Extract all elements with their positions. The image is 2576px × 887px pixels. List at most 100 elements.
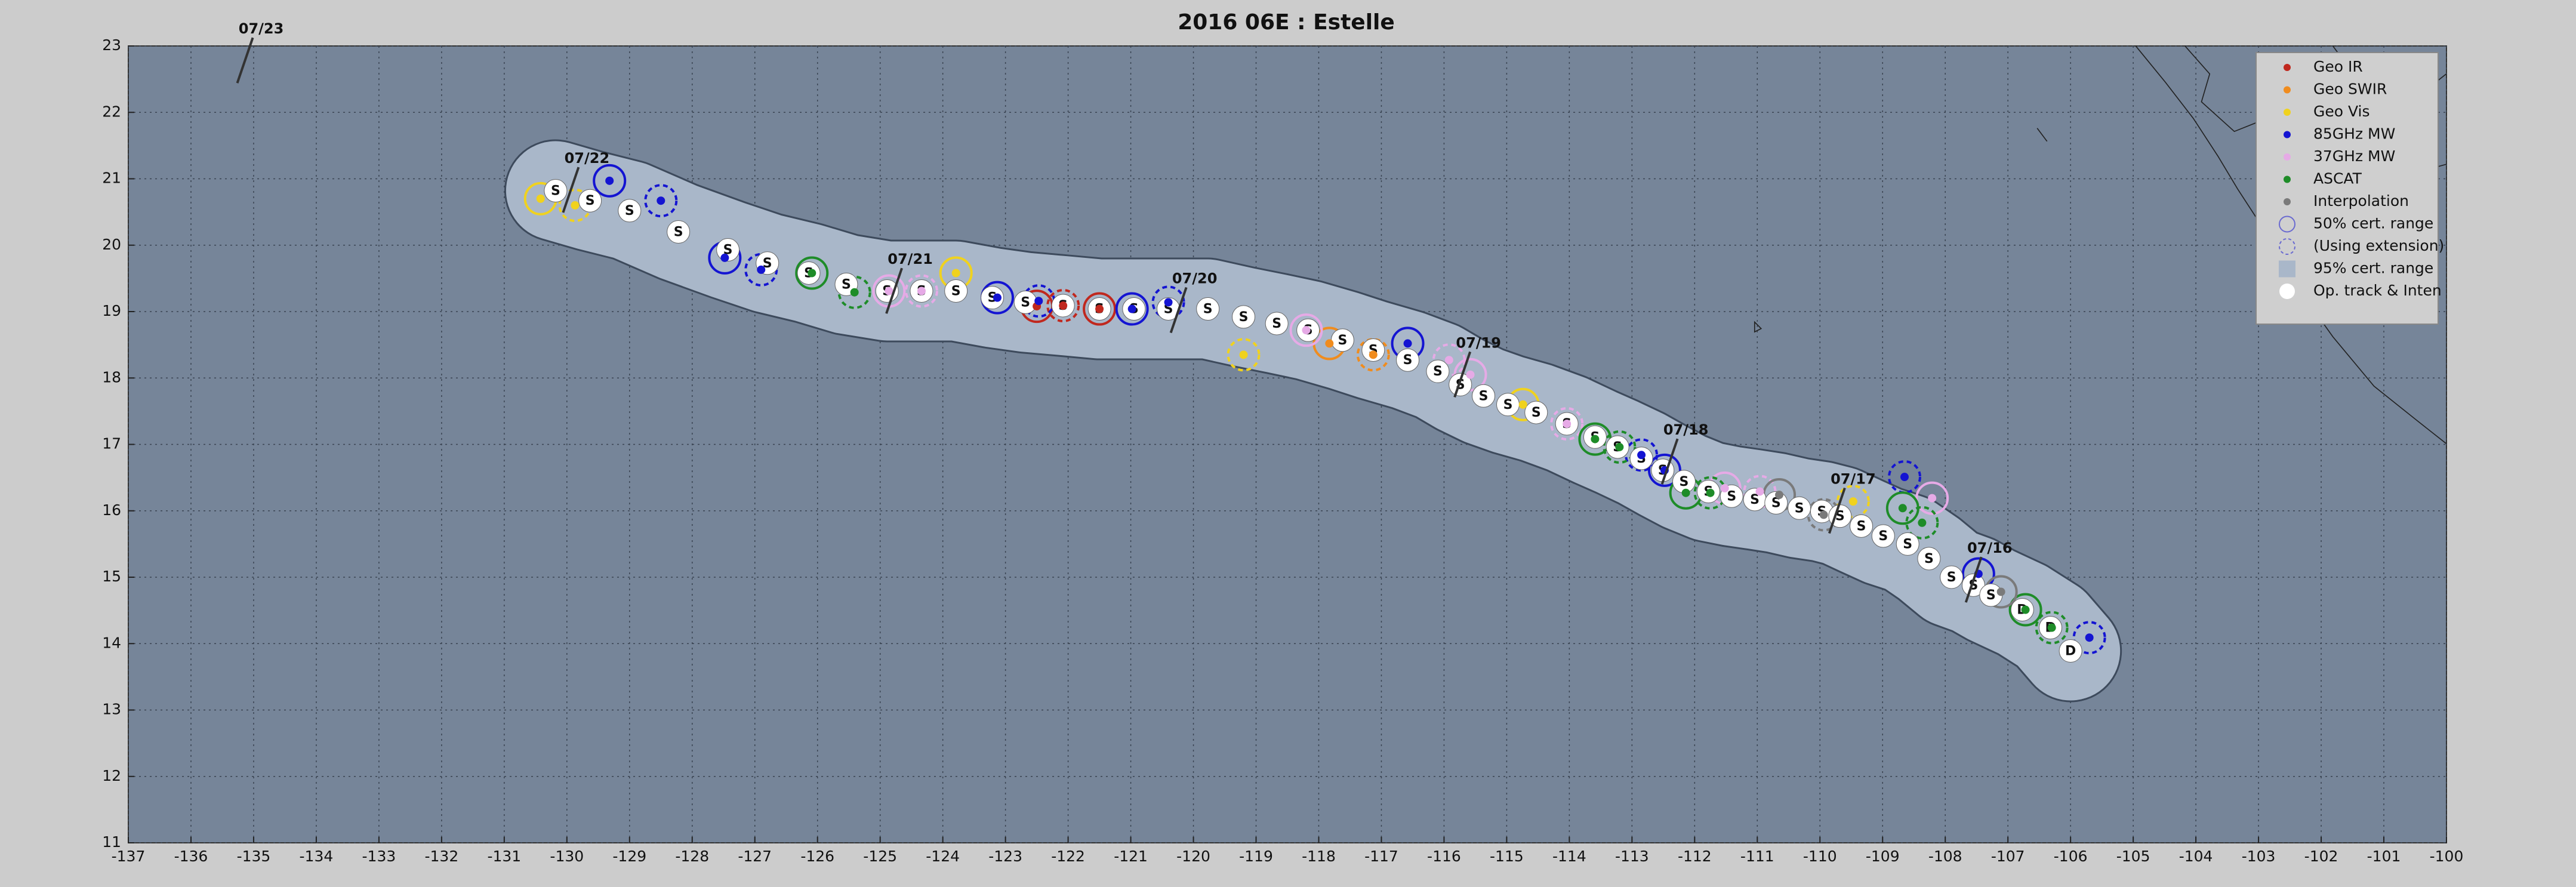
- legend-marker: [2279, 238, 2295, 255]
- legend-marker: [2279, 284, 2295, 299]
- y-tick-label: 15: [102, 568, 121, 585]
- legend-label: Geo Vis: [2313, 103, 2370, 120]
- x-tick-label: -116: [1427, 848, 1461, 865]
- fix-point: [1928, 494, 1937, 503]
- cert-ring: [1550, 407, 1584, 441]
- x-tick-label: -115: [1490, 848, 1524, 865]
- x-tick-label: -137: [112, 848, 146, 865]
- date-label: 07/17: [1831, 470, 1876, 487]
- x-tick-label: -129: [612, 848, 646, 865]
- grid: [128, 45, 2447, 843]
- legend: Geo IR Geo SWIR Geo Vis 85GHz MW 37GHz MW ASC…: [2279, 58, 2444, 299]
- fix-point: [657, 196, 665, 205]
- intensity-label: S: [1857, 519, 1866, 534]
- fix-point: [1615, 442, 1624, 451]
- intensity-label: S: [842, 277, 851, 292]
- x-tick-label: -126: [800, 848, 834, 865]
- x-tick-label: -132: [424, 848, 458, 865]
- legend-marker: [2284, 198, 2291, 205]
- date-tick: [236, 37, 254, 84]
- x-tick-label: -112: [1678, 848, 1712, 865]
- x-tick-label: -128: [675, 848, 709, 865]
- track-point: [1196, 297, 1220, 321]
- intensity-label: S: [763, 256, 772, 271]
- cert-ring: [1151, 285, 1185, 319]
- date-tick: [1169, 287, 1188, 334]
- cert-ring: [1836, 485, 1870, 519]
- cert-ring: [1887, 460, 1921, 494]
- island: [2036, 128, 2048, 142]
- track-point: [1940, 565, 1964, 589]
- legend-label: 95% cert. range: [2313, 260, 2433, 277]
- x-tick-label: -121: [1114, 848, 1148, 865]
- date-tick: [1964, 556, 1983, 603]
- track-point: [544, 179, 568, 203]
- x-tick-label: -113: [1615, 848, 1649, 865]
- y-tick-label: 18: [102, 368, 121, 386]
- cert-ring: [1227, 338, 1261, 372]
- fix-point: [1239, 350, 1248, 359]
- fix-point: [2047, 623, 2056, 632]
- x-tick-label: -135: [237, 848, 271, 865]
- fix-point: [1095, 304, 1104, 313]
- track-point: [667, 220, 691, 244]
- intensity-label: S: [1903, 537, 1912, 552]
- y-tick-label: 19: [102, 302, 121, 319]
- y-tick-label: 23: [102, 36, 121, 54]
- chart-title: 2016 06E : Estelle: [1178, 10, 1395, 35]
- date-tick: [1660, 438, 1679, 485]
- intensity-label: D: [2065, 643, 2076, 658]
- date-tick: [1453, 351, 1472, 398]
- fix-point: [1720, 483, 1729, 492]
- cert-ring: [1289, 313, 1323, 347]
- legend-box: [2255, 52, 2439, 325]
- legend-label: (Using extension): [2313, 237, 2444, 254]
- x-tick-label: -106: [2054, 848, 2088, 865]
- intensity-label: S: [586, 193, 595, 208]
- fix-point: [1918, 518, 1927, 527]
- fix-point: [1302, 326, 1311, 335]
- legend-label: Op. track & Inten: [2313, 282, 2442, 299]
- fix-point: [605, 176, 614, 185]
- cert-ring: [1083, 292, 1117, 326]
- legend-label: 50% cert. range: [2313, 215, 2433, 232]
- x-tick-label: -108: [1928, 848, 1962, 865]
- y-tick-label: 13: [102, 701, 121, 718]
- x-tick-label: -125: [863, 848, 897, 865]
- fix-point: [1900, 473, 1909, 482]
- x-tick-label: -110: [1803, 848, 1837, 865]
- date-tick: [562, 167, 580, 213]
- fix-point: [917, 287, 926, 295]
- intensity-label: S: [1878, 529, 1888, 544]
- track-point: [1426, 359, 1450, 383]
- x-tick-label: -127: [738, 848, 772, 865]
- cert-ring: [1915, 481, 1949, 515]
- cert-ring: [1905, 506, 1939, 540]
- x-tick-label: -111: [1740, 848, 1774, 865]
- track-point: [1449, 372, 1472, 396]
- track-point: [1871, 524, 1895, 548]
- fix-point: [1059, 301, 1068, 310]
- date-label: 07/22: [565, 150, 610, 167]
- track-point: [944, 279, 968, 303]
- legend-marker: [2284, 64, 2291, 71]
- legend-label: ASCAT: [2313, 170, 2362, 187]
- intensity-label: S: [625, 204, 634, 218]
- date-label: 07/21: [888, 251, 933, 267]
- intensity-label: S: [1795, 501, 1804, 516]
- x-tick-label: -134: [300, 848, 334, 865]
- track-point: [1850, 514, 1874, 538]
- plot-area: [128, 45, 2447, 843]
- cert-ring: [1356, 338, 1390, 372]
- fix-point: [951, 269, 960, 278]
- legend-marker: [2284, 109, 2291, 116]
- x-tick-label: -102: [2304, 848, 2338, 865]
- cert-ring: [1625, 438, 1659, 472]
- cert-ring: [2008, 593, 2042, 627]
- cert-ring: [1046, 288, 1080, 322]
- x-tick-label: -105: [2116, 848, 2150, 865]
- intensity-label: S: [1338, 333, 1347, 348]
- cert-ring: [795, 256, 829, 290]
- legend-marker: [2284, 131, 2291, 138]
